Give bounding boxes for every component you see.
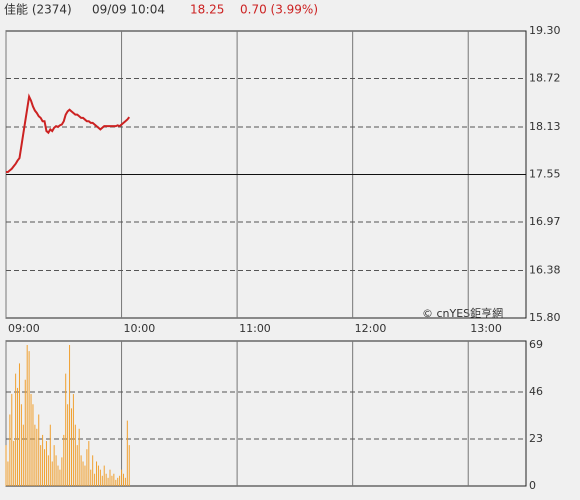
volume-bar — [76, 445, 78, 486]
volume-bar — [92, 455, 94, 486]
plot-frame — [5, 340, 527, 487]
volume-bar — [88, 441, 90, 486]
y-tick-label: 0 — [529, 479, 536, 492]
volume-bar — [103, 465, 105, 486]
volume-bar — [80, 455, 82, 486]
volume-bar — [72, 394, 74, 486]
y-tick-label: 18.72 — [529, 72, 561, 85]
y-tick-label: 23 — [529, 432, 543, 445]
volume-bar — [51, 461, 53, 486]
volume-bar — [122, 473, 124, 486]
volume-bar — [128, 445, 130, 486]
volume-bar — [121, 469, 123, 486]
volume-bar — [5, 445, 7, 486]
y-tick-label: 18.13 — [529, 120, 561, 133]
watermark: © cnYES鉅亨網 — [422, 306, 503, 320]
y-tick-label: 15.80 — [529, 311, 561, 324]
volume-bar — [55, 455, 57, 486]
volume-bar — [38, 414, 40, 486]
volume-bar — [105, 473, 107, 486]
x-tick-label: 09:00 — [8, 322, 40, 335]
change: 0.70 (3.99%) — [240, 3, 318, 17]
volume-bar — [32, 404, 34, 486]
volume-bar — [63, 434, 65, 486]
volume-bar — [84, 465, 86, 486]
x-tick-label: 11:00 — [239, 322, 271, 335]
volume-bar — [70, 408, 72, 486]
volume-bar — [30, 394, 32, 486]
volume-bar — [107, 477, 109, 486]
volume-bar — [117, 477, 119, 486]
x-tick-label: 12:00 — [355, 322, 387, 335]
price: 18.25 — [190, 3, 224, 17]
volume-bar — [61, 457, 63, 486]
volume-bar — [49, 424, 51, 486]
y-tick-label: 17.55 — [529, 168, 561, 181]
volume-bar — [20, 404, 22, 486]
volume-bar — [36, 428, 38, 486]
volume-bar — [111, 475, 113, 486]
volume-bar — [109, 469, 111, 486]
volume-bar — [65, 373, 67, 486]
volume-bar — [115, 479, 117, 486]
volume-bar — [97, 465, 99, 486]
volume-bar — [90, 469, 92, 486]
volume-bar — [59, 469, 61, 486]
price-line — [6, 93, 131, 174]
volume-bar — [15, 373, 17, 486]
volume-bar — [13, 441, 15, 486]
volume-bar — [47, 455, 49, 486]
y-tick-label: 69 — [529, 338, 543, 351]
volume-bar — [42, 434, 44, 486]
volume-bar — [74, 424, 76, 486]
volume-bar — [57, 465, 59, 486]
volume-bar — [45, 441, 47, 486]
volume-bar — [28, 351, 30, 486]
volume-bar — [124, 477, 126, 486]
volume-bar — [17, 387, 19, 486]
volume-bar — [40, 445, 42, 486]
volume-bar — [44, 449, 46, 486]
volume-bar — [96, 461, 98, 486]
volume-bar — [11, 394, 13, 486]
x-tick-label: 10:00 — [124, 322, 156, 335]
x-tick-label: 13:00 — [470, 322, 502, 335]
volume-bar — [94, 473, 96, 486]
quote-time: 09/09 10:04 — [92, 3, 165, 17]
volume-bar — [53, 445, 55, 486]
y-tick-label: 46 — [529, 385, 543, 398]
volume-bar — [9, 414, 11, 486]
volume-bar — [119, 475, 121, 486]
stock-name: 佳能 (2374) — [4, 3, 72, 17]
volume-bar — [67, 404, 69, 486]
volume-bar — [113, 473, 115, 486]
y-tick-label: 16.97 — [529, 215, 561, 228]
volume-bar — [7, 461, 9, 486]
volume-bar — [101, 475, 103, 486]
volume-bar — [18, 363, 20, 486]
y-tick-label: 19.30 — [529, 24, 561, 37]
y-tick-label: 16.38 — [529, 263, 561, 276]
volume-bar — [86, 449, 88, 486]
volume-bar — [82, 461, 84, 486]
volume-bar — [126, 420, 128, 486]
volume-bar — [99, 469, 101, 486]
volume-bar — [26, 345, 28, 486]
volume-bar — [22, 424, 24, 486]
volume-bar — [69, 345, 71, 486]
volume-bar — [24, 379, 26, 486]
volume-bar — [78, 428, 80, 486]
volume-bar — [34, 424, 36, 486]
